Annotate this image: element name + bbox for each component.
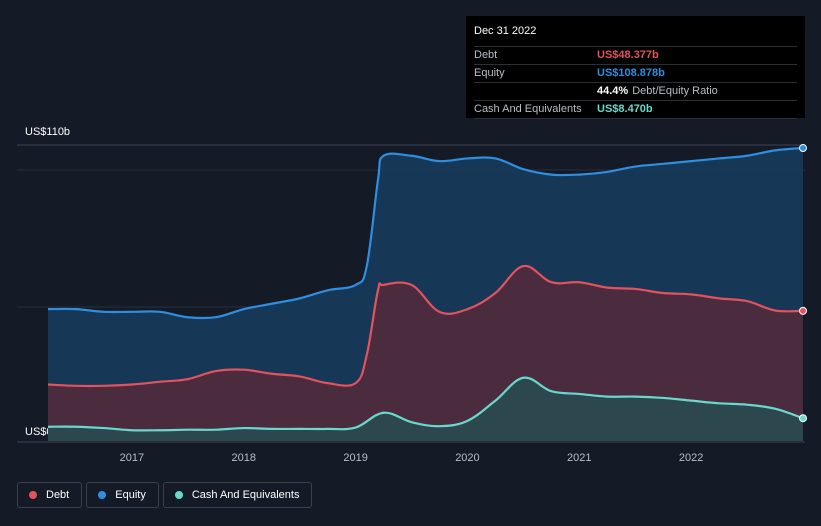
tooltip-ratio-note: Debt/Equity Ratio [632,85,718,97]
tooltip-equity-value: US$108.878b [597,67,665,79]
x-tick-label: 2021 [567,452,591,464]
legend-label-cash: Cash And Equivalents [191,489,300,501]
y-tick-label: US$110b [25,126,70,138]
chart-tooltip: Dec 31 2022 Debt US$48.377b Equity US$10… [466,16,805,119]
cash-line [47,376,804,432]
legend-item-debt[interactable]: Debt [17,482,83,508]
legend-dot-debt-icon [29,491,37,499]
debt-line [47,264,804,388]
tooltip-ratio-value: 44.4% [597,85,629,97]
cash-endpoint-marker [799,414,807,423]
x-tick-label: 2017 [120,452,144,464]
tooltip-cash-value: US$8.470b [597,103,653,115]
legend-item-cash[interactable]: Cash And Equivalents [162,482,313,508]
tooltip-row-cash: Cash And Equivalents US$8.470b [474,100,797,119]
tooltip-debt-value: US$48.377b [597,49,659,61]
y-tick-label: US$0 [25,426,53,438]
tooltip-row-ratio: 44.4% Debt/Equity Ratio [474,82,797,100]
equity-endpoint-marker [799,144,807,153]
legend-dot-cash-icon [174,491,183,499]
chart-legend: Debt Equity Cash And Equivalents [17,482,313,508]
legend-label-debt: Debt [46,489,70,501]
x-tick-label: 2019 [343,452,367,464]
tooltip-row-debt: Debt US$48.377b [474,46,797,64]
tooltip-ratio-label [474,83,597,100]
legend-label-equity: Equity [115,489,146,501]
legend-item-equity[interactable]: Equity [86,482,159,508]
tooltip-debt-label: Debt [474,49,498,61]
tooltip-cash-label: Cash And Equivalents [474,103,582,115]
tooltip-equity-label: Equity [474,67,505,79]
tooltip-date: Dec 31 2022 [474,25,537,37]
debt-endpoint-marker [799,306,807,315]
x-tick-label: 2018 [231,452,255,464]
equity-line [47,146,804,320]
x-tick-label: 2022 [679,452,703,464]
cash-area [48,377,803,441]
legend-dot-equity-icon [98,491,107,499]
tooltip-row-equity: Equity US$108.878b [474,64,797,82]
x-tick-label: 2020 [455,452,479,464]
